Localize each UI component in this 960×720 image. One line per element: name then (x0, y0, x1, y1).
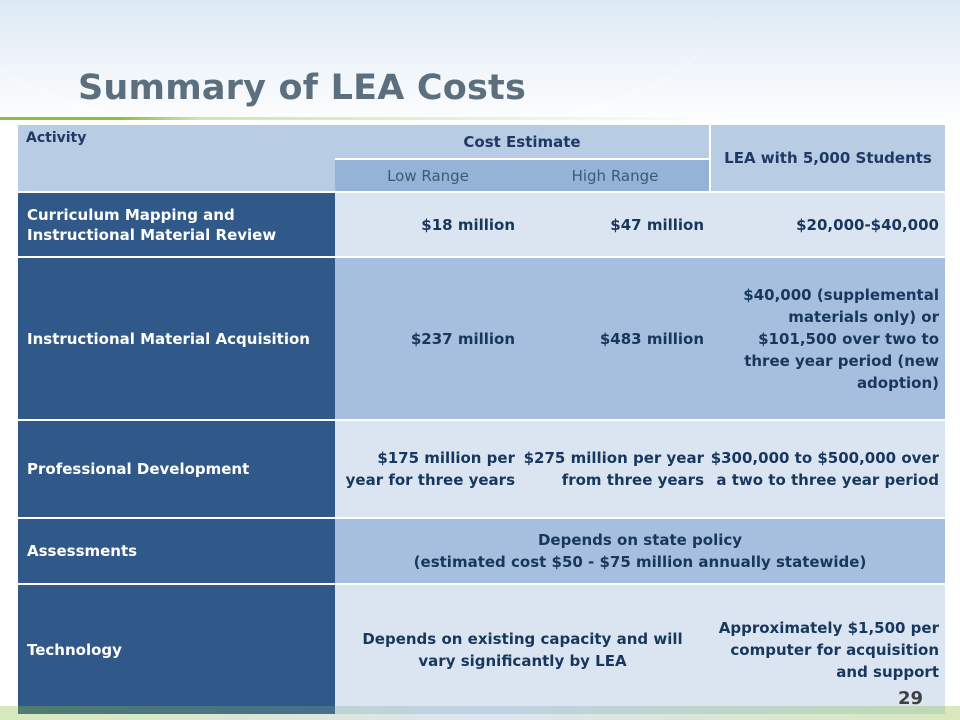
table-row: Technology Depends on existing capacity … (18, 584, 945, 716)
row-low-range: $237 million (335, 257, 521, 421)
table-subheader-row: Low Range High Range (18, 159, 945, 193)
row-high-range: $483 million (521, 257, 710, 421)
merged-note-line-1: Depends on state policy (537, 531, 743, 549)
row-activity-label: Instructional Material Acquisition (18, 257, 335, 421)
table-row: Instructional Material Acquisition $237 … (18, 257, 945, 421)
row-lea-cost: Approximately $1,500 per computer for ac… (710, 584, 945, 716)
title-underline-rule (0, 117, 960, 120)
row-activity-label: Technology (18, 584, 335, 716)
table-header-row: Activity Cost Estimate LEA with 5,000 St… (18, 125, 945, 193)
row-merged-cost-note: Depends on state policy (estimated cost … (335, 518, 945, 585)
header-activity: Activity (18, 125, 335, 193)
row-merged-cost-note: Depends on existing capacity and will va… (335, 584, 710, 716)
row-activity-label: Curriculum Mapping and Instructional Mat… (18, 192, 335, 258)
row-high-range: $47 million (521, 192, 710, 258)
table-row: Professional Development $175 million pe… (18, 420, 945, 519)
subheader-high-range: High Range (521, 159, 710, 193)
header-lea-5000-students: LEA with 5,000 Students (709, 125, 945, 193)
row-low-range: $18 million (335, 192, 521, 258)
row-lea-cost: $40,000 (supplemental materials only) or… (710, 257, 945, 421)
row-lea-cost: $300,000 to $500,000 over a two to three… (710, 420, 945, 519)
table-row: Curriculum Mapping and Instructional Mat… (18, 192, 945, 258)
row-lea-cost: $20,000-$40,000 (710, 192, 945, 258)
row-high-range: $275 million per year from three years (521, 420, 710, 519)
row-activity-label: Professional Development (18, 420, 335, 519)
subheader-low-range: Low Range (335, 159, 521, 193)
lea-cost-table: Activity Cost Estimate LEA with 5,000 St… (18, 125, 945, 716)
row-low-range: $175 million per year for three years (335, 420, 521, 519)
merged-note-line-2: (estimated cost $50 - $75 million annual… (413, 553, 867, 571)
page-number: 29 (898, 688, 924, 709)
table-row: Assessments Depends on state policy (est… (18, 518, 945, 585)
bottom-decoration-band (0, 706, 960, 720)
header-cost-estimate: Cost Estimate (335, 125, 710, 160)
row-activity-label: Assessments (18, 518, 335, 585)
slide-title: Summary of LEA Costs (78, 68, 527, 108)
